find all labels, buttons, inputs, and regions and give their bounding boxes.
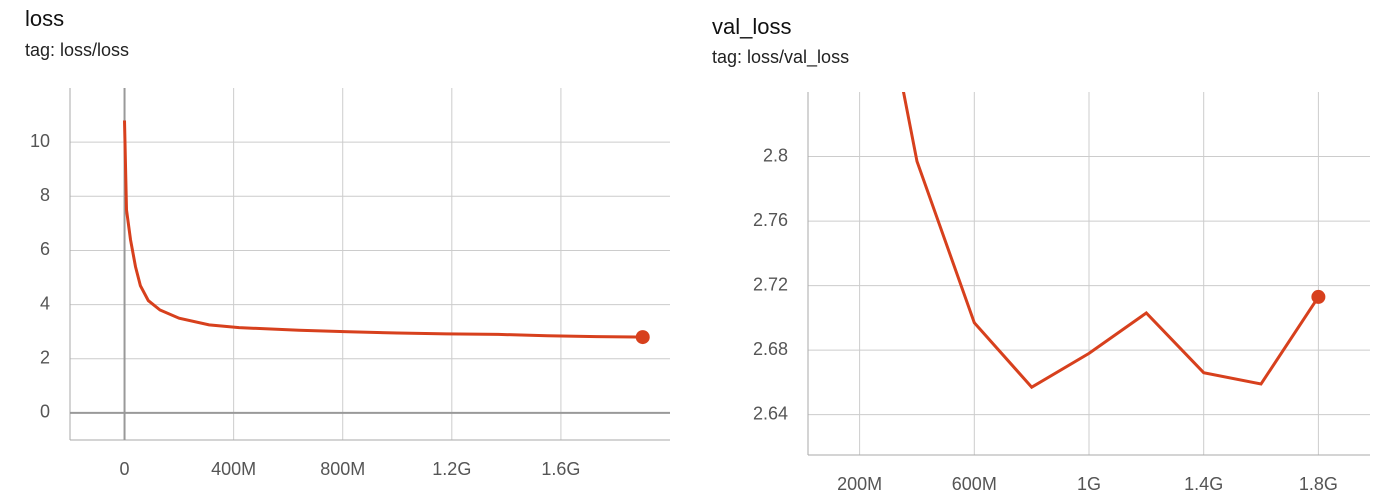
y-tick-label: 2.8: [763, 145, 788, 165]
chart-subtitle: tag: loss/loss: [25, 40, 129, 60]
y-tick-label: 0: [40, 402, 50, 422]
end-marker: [635, 330, 650, 345]
y-tick-label: 2.64: [753, 403, 788, 423]
line: [123, 120, 643, 339]
line: [901, 92, 1320, 390]
x-tick-label: 400M: [211, 459, 256, 479]
x-tick-label: 1G: [1077, 474, 1101, 494]
x-tick-label: 200M: [837, 474, 882, 494]
x-tick-label: 1.4G: [1184, 474, 1223, 494]
y-tick-label: 4: [40, 293, 50, 313]
x-tick-label: 800M: [320, 459, 365, 479]
y-tick-label: 10: [30, 131, 50, 151]
x-tick-label: 600M: [952, 474, 997, 494]
y-tick-label: 2.72: [753, 274, 788, 294]
x-tick-label: 1.6G: [541, 459, 580, 479]
x-tick-label: 1.8G: [1299, 474, 1338, 494]
y-tick-label: 2.76: [753, 210, 788, 230]
y-tick-label: 2: [40, 348, 50, 368]
chart-title: loss: [25, 6, 64, 31]
end-marker: [1311, 289, 1326, 304]
y-tick-label: 8: [40, 185, 50, 205]
y-tick-label: 2.68: [753, 339, 788, 359]
chart-subtitle: tag: loss/val_loss: [712, 47, 849, 68]
x-tick-label: 0: [120, 459, 130, 479]
chart-title: val_loss: [712, 14, 791, 39]
y-tick-label: 6: [40, 239, 50, 259]
x-tick-label: 1.2G: [432, 459, 471, 479]
